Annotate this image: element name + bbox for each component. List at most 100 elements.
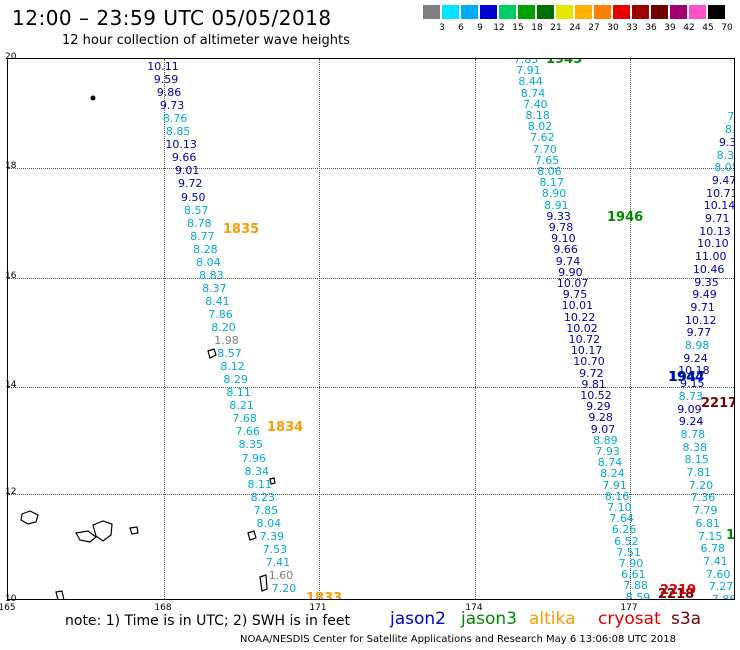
wave-height-value: 10.12 bbox=[684, 313, 717, 327]
wave-height-value: 10.71 bbox=[706, 186, 735, 200]
wave-height-value: 7.20 bbox=[688, 478, 714, 492]
pass-time-label: 1833 bbox=[306, 591, 343, 600]
wave-height-value: 7.91 bbox=[516, 64, 541, 78]
pass-time-label: 1946 bbox=[607, 210, 644, 225]
wave-height-value: 9.07 bbox=[590, 422, 616, 436]
wave-height-value: 8.12 bbox=[220, 360, 245, 374]
scale-label: 6 bbox=[458, 23, 464, 33]
scale-swatch bbox=[499, 5, 516, 19]
x-tick-label: 168 bbox=[154, 603, 172, 613]
wave-height-value: 8.89 bbox=[593, 433, 618, 447]
wave-height-value: 8.17 bbox=[539, 176, 564, 190]
pass-time-label: 19 bbox=[726, 528, 735, 543]
legend-jason2: jason2 bbox=[390, 609, 446, 629]
wave-height-value: 9.78 bbox=[548, 221, 574, 234]
footer-note: note: 1) Time is in UTC; 2) SWH is in fe… bbox=[65, 613, 351, 629]
wave-height-value: 11.00 bbox=[694, 250, 727, 264]
wave-height-value: 7.86 bbox=[711, 593, 735, 600]
wave-height-value: 10.18 bbox=[678, 364, 710, 378]
wave-height-value: 8.21 bbox=[229, 399, 254, 413]
wave-height-value: 8.24 bbox=[600, 467, 625, 481]
wave-height-value: 7.85 bbox=[253, 503, 279, 517]
wave-height-value: 8.06 bbox=[537, 165, 562, 178]
y-tick-label: 10 bbox=[5, 594, 17, 604]
scale-label: 12 bbox=[493, 23, 505, 33]
wave-height-value: 7.90 bbox=[618, 557, 644, 570]
scale-swatch bbox=[670, 5, 687, 19]
wave-height-value: 1.98 bbox=[214, 334, 239, 348]
wave-height-value: 7.15 bbox=[697, 529, 723, 543]
wave-height-value: 8.23 bbox=[250, 490, 276, 504]
wave-height-value: 8.04 bbox=[196, 255, 221, 269]
island-outline bbox=[55, 590, 65, 599]
wave-height-value: 7.79 bbox=[693, 504, 718, 518]
wave-height-value: 6.26 bbox=[611, 523, 637, 537]
wave-height-value: 7.7 bbox=[727, 110, 735, 124]
wave-height-value: 10.01 bbox=[561, 299, 594, 313]
pass-time-label: 2217 bbox=[701, 396, 735, 411]
pass-time-label: 1835 bbox=[223, 222, 260, 237]
grid-line bbox=[8, 278, 734, 279]
pass-time-label: 1834 bbox=[267, 420, 304, 435]
wave-height-value: 7.10 bbox=[607, 501, 632, 514]
credit-line: NOAA/NESDIS Center for Satellite Applica… bbox=[240, 634, 676, 645]
wave-height-value: 7.20 bbox=[271, 582, 297, 595]
x-tick-label: 171 bbox=[309, 603, 327, 613]
grid-line bbox=[319, 59, 320, 599]
wave-height-value: 6.78 bbox=[700, 542, 726, 556]
y-tick-label: 16 bbox=[5, 271, 17, 281]
wave-height-value: 7.91 bbox=[602, 478, 627, 492]
y-tick-label: 14 bbox=[5, 380, 17, 390]
wave-height-value: 8.04 bbox=[256, 516, 282, 530]
scale-swatch bbox=[442, 5, 459, 19]
wave-height-value: 9.81 bbox=[581, 377, 606, 391]
map-plot-area[interactable]: 10.11 9.59 9.86 9.73 8.76 8.85 10.13 9.66 9.01 9.… bbox=[7, 58, 735, 600]
wave-height-value: 9.24 bbox=[678, 415, 704, 429]
wave-height-value: 9.73 bbox=[159, 99, 185, 113]
wave-height-value: 9.49 bbox=[692, 288, 717, 302]
wave-height-value: 7.39 bbox=[259, 529, 285, 543]
wave-height-value: 9.09 bbox=[677, 402, 702, 416]
wave-height-value: 8.02 bbox=[527, 120, 553, 134]
wave-height-value: 9.29 bbox=[586, 400, 611, 414]
x-tick-label: 177 bbox=[620, 603, 638, 613]
scale-label: 27 bbox=[588, 23, 600, 33]
wave-height-value: 7.70 bbox=[532, 142, 557, 156]
scale-swatch bbox=[613, 5, 630, 19]
wave-height-value: 10.13 bbox=[699, 224, 731, 238]
wave-height-value: 7.41 bbox=[265, 555, 291, 569]
wave-height-value: 7.41 bbox=[703, 554, 728, 568]
wave-height-value: 9.01 bbox=[174, 164, 200, 178]
wave-height-value: 9.35 bbox=[719, 135, 734, 149]
scale-label: 42 bbox=[683, 23, 695, 33]
scale-swatch bbox=[651, 5, 668, 19]
island-outline bbox=[129, 526, 139, 535]
wave-height-value: 10.22 bbox=[563, 310, 596, 324]
pass-time-label: 1945 bbox=[546, 58, 583, 67]
wave-height-value: 10.52 bbox=[580, 389, 612, 402]
wave-height-value: 10.70 bbox=[573, 355, 605, 369]
scale-swatch bbox=[461, 5, 478, 19]
wave-height-value: 10.46 bbox=[692, 262, 725, 276]
wave-height-value: 9.47 bbox=[711, 173, 735, 187]
wave-height-value: 10.17 bbox=[570, 344, 603, 358]
x-tick-label: 165 bbox=[0, 603, 16, 613]
scale-swatch bbox=[708, 5, 725, 19]
wave-height-value: 7.68 bbox=[232, 412, 257, 426]
legend-cryosat: cryosat bbox=[598, 609, 661, 629]
wave-height-value: 8.59 bbox=[625, 590, 651, 600]
wave-height-value: 8.16 bbox=[604, 489, 630, 503]
wave-height-value: 9.10 bbox=[551, 232, 576, 246]
wave-height-value: 8.28 bbox=[193, 242, 218, 256]
grid-line bbox=[8, 494, 734, 495]
wave-height-value: 8.18 bbox=[525, 109, 550, 122]
wave-height-value: 1.60 bbox=[268, 568, 294, 582]
wave-height-value: 7.40 bbox=[523, 97, 548, 111]
wave-height-value: 8.73 bbox=[678, 389, 704, 403]
pass-time-label: 1944 bbox=[668, 370, 705, 385]
wave-height-value: 9.50 bbox=[181, 190, 206, 204]
wave-height-value: 8.41 bbox=[205, 294, 230, 308]
wave-height-value: 7.65 bbox=[534, 153, 560, 167]
wave-height-value: 6.61 bbox=[621, 568, 646, 582]
legend-altika: altika bbox=[529, 609, 576, 629]
